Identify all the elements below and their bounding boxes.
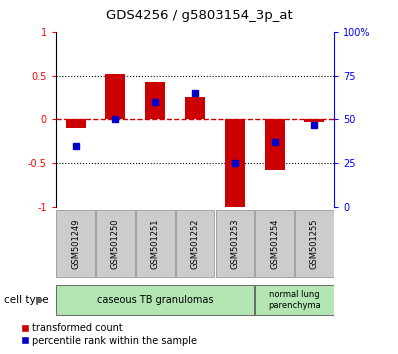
Bar: [216, 210, 254, 276]
Text: GSM501249: GSM501249: [71, 218, 80, 269]
Text: ▶: ▶: [36, 295, 43, 305]
Text: GSM501254: GSM501254: [270, 218, 279, 269]
Bar: [66, 120, 86, 128]
Bar: [136, 210, 174, 276]
Text: GSM501253: GSM501253: [230, 218, 239, 269]
Text: GSM501255: GSM501255: [310, 218, 319, 269]
Bar: [105, 74, 125, 120]
Legend: transformed count, percentile rank within the sample: transformed count, percentile rank withi…: [21, 324, 197, 346]
Bar: [265, 120, 285, 170]
Bar: [185, 97, 205, 120]
Text: cell type: cell type: [4, 295, 49, 305]
Bar: [295, 210, 334, 276]
Text: normal lung
parenchyma: normal lung parenchyma: [268, 290, 321, 310]
Bar: [255, 285, 334, 315]
Bar: [57, 285, 254, 315]
Bar: [304, 120, 324, 122]
Bar: [255, 210, 294, 276]
Text: GDS4256 / g5803154_3p_at: GDS4256 / g5803154_3p_at: [105, 9, 293, 22]
Bar: [176, 210, 214, 276]
Bar: [96, 210, 135, 276]
Bar: [57, 210, 95, 276]
Bar: [225, 120, 245, 207]
Bar: [145, 82, 165, 120]
Text: GSM501252: GSM501252: [191, 218, 199, 269]
Text: caseous TB granulomas: caseous TB granulomas: [97, 295, 213, 305]
Text: GSM501250: GSM501250: [111, 218, 120, 269]
Text: GSM501251: GSM501251: [151, 218, 160, 269]
